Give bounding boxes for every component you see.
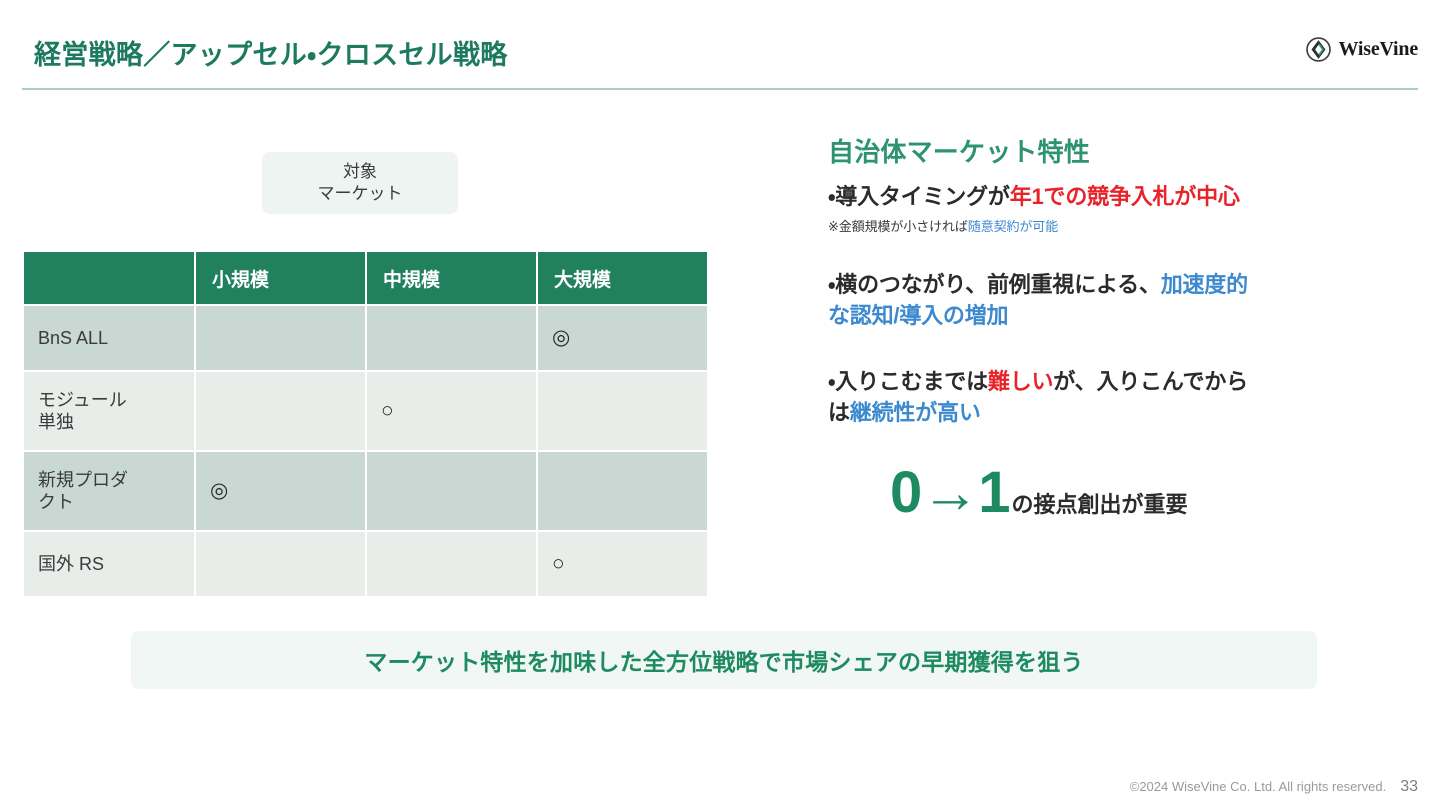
- row-cell: [538, 372, 707, 450]
- cell-mark: ○: [552, 551, 565, 575]
- table-row: BnS ALL ◎: [24, 306, 707, 370]
- note-1-plain: ・導入タイミングが: [828, 184, 1010, 209]
- row-cell: ○: [367, 372, 536, 450]
- market-characteristics-panel: 自治体マーケット特性 ・導入タイミングが年1での競争入札が中心 ※金額規模が小さ…: [828, 132, 1328, 522]
- copyright-text: ©2024 WiseVine Co. Ltd. All rights reser…: [1129, 779, 1387, 794]
- note-2-plain: ・横のつながり、前例重視による、: [828, 272, 1161, 298]
- row-cell: ◎: [196, 452, 365, 530]
- note-bullet-3-main: ・入りこむまでは難しいが、入りこんでから: [828, 366, 1328, 397]
- row-cell: [538, 452, 707, 530]
- page-number: 33: [1400, 778, 1418, 795]
- matrix-col-medium: 中規模: [367, 252, 536, 304]
- slide-header: 経営戦略／アップセル・クロスセル戦略 WiseVine: [0, 0, 1440, 92]
- table-header-row: 小規模 中規模 大規模: [24, 252, 707, 304]
- brand-name: WiseVine: [1338, 38, 1418, 60]
- row-cell: ◎: [538, 306, 707, 370]
- row-label: モジュール 単独: [24, 372, 194, 450]
- cell-mark: ◎: [210, 478, 229, 502]
- market-matrix-table: 小規模 中規模 大規模 BnS ALL ◎ モジュール 単独 ○ 新規プロダ クト …: [22, 250, 709, 598]
- note-1-sub-highlight: 随意契約が可能: [967, 219, 1059, 235]
- matrix-corner-cell: [24, 252, 194, 304]
- page-title: 経営戦略／アップセル・クロスセル戦略: [34, 40, 508, 70]
- note-3-highlight: 難しい: [987, 368, 1054, 394]
- wisevine-diamond-circle-icon: [1306, 37, 1332, 62]
- row-cell: [367, 452, 536, 530]
- row-label: BnS ALL: [24, 306, 194, 370]
- note-bullet-2: ・横のつながり、前例重視による、加速度的 な認知/導入の増加: [828, 269, 1328, 331]
- target-market-line-1: 対象: [343, 162, 377, 182]
- table-row: 新規プロダ クト ◎: [24, 452, 707, 530]
- zero-to-one-callout: 0→1 の接点創出が重要: [828, 464, 1328, 522]
- target-market-line-2: マーケット: [317, 184, 403, 203]
- note-bullet-2-main: ・横のつながり、前例重視による、加速度的: [828, 269, 1328, 300]
- summary-banner-text: マーケット特性を加味した全方位戦略で市場シェアの早期獲得を狙う: [364, 649, 1084, 675]
- table-row: モジュール 単独 ○: [24, 372, 707, 450]
- zero-to-one-value: 0→1: [890, 460, 1011, 526]
- summary-banner: マーケット特性を加味した全方位戦略で市場シェアの早期獲得を狙う: [131, 631, 1317, 689]
- matrix-col-large: 大規模: [538, 252, 707, 304]
- note-bullet-1-sub: ※金額規模が小さければ随意契約が可能: [828, 216, 1328, 235]
- row-cell: ○: [538, 532, 707, 596]
- matrix-col-small: 小規模: [196, 252, 365, 304]
- cell-mark: ○: [381, 398, 394, 422]
- note-1-highlight: 年1での競争入札が中心: [1009, 184, 1240, 209]
- notes-heading: 自治体マーケット特性: [828, 137, 1091, 167]
- target-market-chip: 対象 マーケット: [262, 152, 458, 214]
- header-divider: [22, 88, 1418, 90]
- note-bullet-1: ・導入タイミングが年1での競争入札が中心 ※金額規模が小さければ随意契約が可能: [828, 181, 1328, 235]
- slide-footer: ©2024 WiseVine Co. Ltd. All rights reser…: [1130, 778, 1418, 796]
- zero-to-one-caption: の接点創出が重要: [1011, 492, 1188, 518]
- matrix-body: BnS ALL ◎ モジュール 単独 ○ 新規プロダ クト ◎ 国外 RS: [24, 306, 707, 596]
- note-3-plain-a: ・入りこむまでは: [828, 368, 988, 394]
- row-cell: [367, 306, 536, 370]
- note-bullet-3-cont: は継続性が高い: [828, 397, 1328, 428]
- note-bullet-1-main: ・導入タイミングが年1での競争入札が中心: [828, 181, 1328, 212]
- row-cell: [196, 532, 365, 596]
- row-label: 国外 RS: [24, 532, 194, 596]
- note-2-highlight-a: 加速度的: [1160, 272, 1248, 298]
- note-bullet-2-cont: な認知/導入の増加: [828, 303, 1009, 329]
- row-cell: [196, 306, 365, 370]
- row-cell: [367, 532, 536, 596]
- note-1-sub-plain: ※金額規模が小さければ: [828, 219, 968, 235]
- cell-mark: ◎: [552, 325, 571, 349]
- table-row: 国外 RS ○: [24, 532, 707, 596]
- note-3-plain-c: は: [828, 399, 850, 425]
- row-label: 新規プロダ クト: [24, 452, 194, 530]
- row-cell: [196, 372, 365, 450]
- brand-logo: WiseVine: [1305, 36, 1418, 63]
- note-3-plain-b: が、入りこんでから: [1053, 368, 1248, 394]
- note-3-highlight-b: 継続性が高い: [849, 399, 981, 425]
- note-bullet-3: ・入りこむまでは難しいが、入りこんでから は継続性が高い: [828, 366, 1328, 428]
